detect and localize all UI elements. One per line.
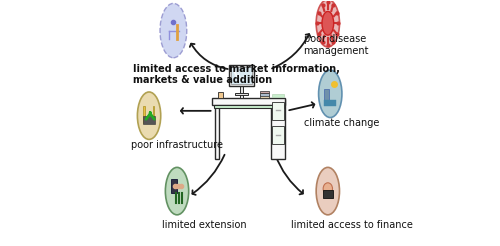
- Ellipse shape: [323, 183, 332, 195]
- Bar: [236, 93, 248, 95]
- Bar: [272, 126, 283, 144]
- Bar: [272, 93, 284, 97]
- Bar: [152, 106, 154, 123]
- Bar: [272, 102, 283, 120]
- Ellipse shape: [316, 167, 340, 215]
- Bar: [240, 85, 243, 98]
- Ellipse shape: [316, 0, 340, 47]
- Bar: [171, 179, 177, 193]
- Text: poor infrastructure: poor infrastructure: [131, 140, 223, 150]
- Text: limited access to finance: limited access to finance: [292, 220, 413, 230]
- Text: limited access to market information,
markets & value addition: limited access to market information, ma…: [134, 63, 340, 85]
- Bar: [260, 93, 270, 95]
- Ellipse shape: [138, 92, 160, 139]
- Bar: [214, 99, 219, 159]
- Ellipse shape: [318, 70, 342, 118]
- Bar: [230, 65, 254, 86]
- Bar: [214, 105, 284, 108]
- Ellipse shape: [166, 167, 188, 215]
- Bar: [143, 106, 144, 123]
- FancyBboxPatch shape: [218, 92, 223, 98]
- FancyBboxPatch shape: [212, 98, 286, 105]
- Text: climate change: climate change: [304, 118, 379, 128]
- Bar: [271, 99, 284, 159]
- Text: limited extension: limited extension: [162, 220, 247, 230]
- Bar: [324, 89, 329, 101]
- Bar: [260, 95, 270, 98]
- Ellipse shape: [160, 3, 187, 58]
- Bar: [143, 116, 155, 124]
- Bar: [232, 67, 252, 84]
- Text: poor disease
management: poor disease management: [304, 34, 369, 56]
- Bar: [323, 190, 332, 198]
- Ellipse shape: [322, 11, 334, 35]
- Bar: [260, 91, 270, 93]
- Bar: [324, 100, 336, 106]
